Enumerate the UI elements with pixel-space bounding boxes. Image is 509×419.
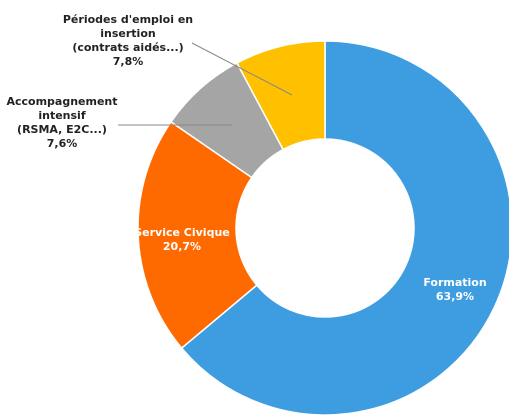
slice-label: (contrats aidés...)	[72, 41, 183, 54]
slice-label: Service Civique	[134, 226, 230, 239]
slice-value-label: 7,6%	[47, 137, 78, 150]
donut-slice	[235, 40, 326, 151]
slice-value-label: 20,7%	[163, 240, 201, 253]
donut-slice	[180, 40, 509, 416]
slice-label: Périodes d'emploi en	[63, 13, 193, 26]
slice-label: Accompagnement	[6, 95, 117, 108]
donut-slice	[137, 120, 258, 350]
slice-value-label: 63,9%	[436, 290, 474, 303]
slice-label: (RSMA, E2C...)	[17, 123, 107, 136]
slice-label: Formation	[423, 276, 486, 289]
slice-value-label: 7,8%	[113, 55, 144, 68]
leader-line	[191, 42, 293, 96]
slice-label: insertion	[100, 27, 155, 40]
slice-label: intensif	[38, 109, 85, 122]
